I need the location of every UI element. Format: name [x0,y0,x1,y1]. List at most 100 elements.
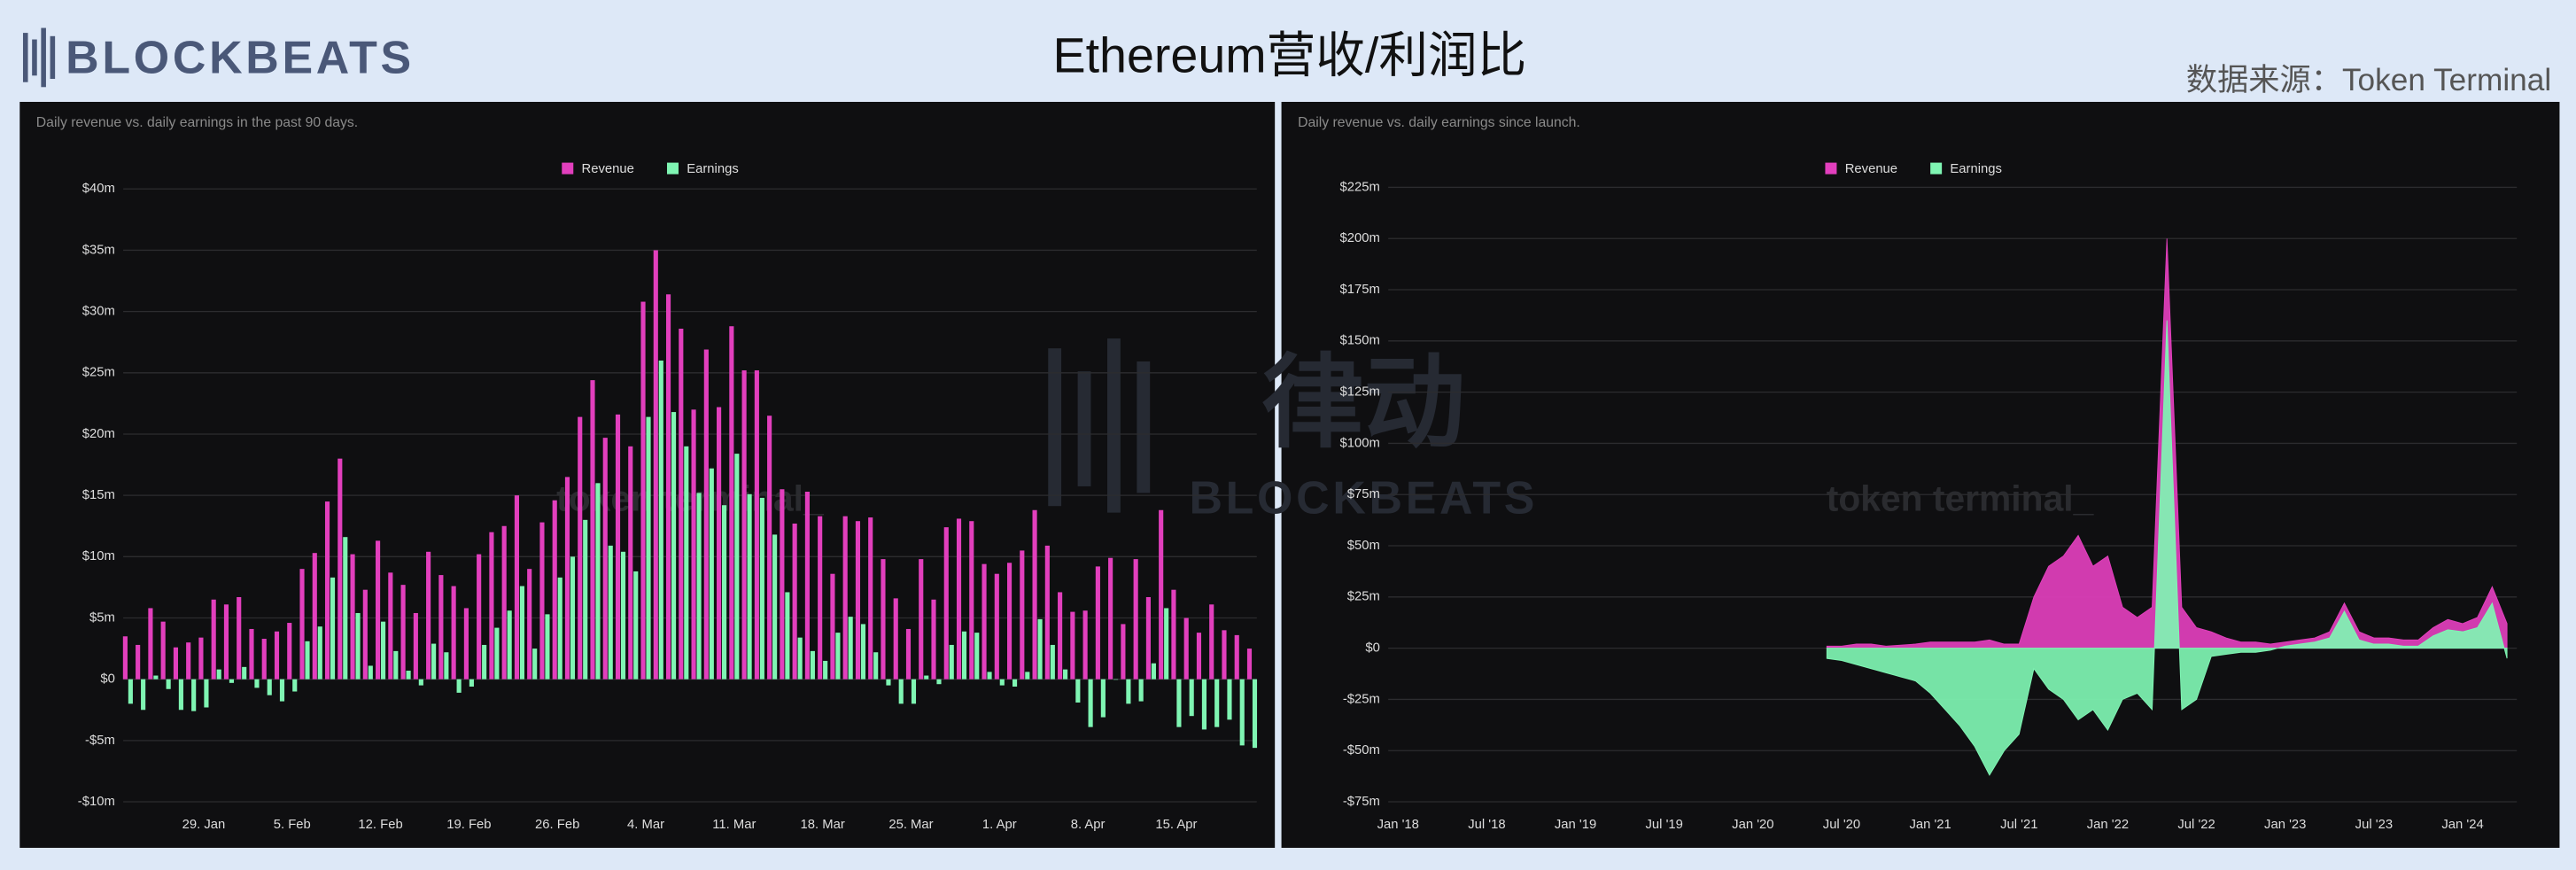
bar [987,672,992,680]
bar [426,551,431,680]
bar [178,679,183,711]
bar [223,604,229,680]
bar [640,301,646,680]
bar [191,679,197,711]
bar [204,679,209,708]
bar [305,641,310,680]
bar [148,608,153,680]
bar [343,537,348,680]
x-tick-label: Jan '18 [1377,818,1419,832]
bar [729,326,734,680]
legend-swatch [562,162,574,175]
bar [368,665,373,680]
bar [166,679,171,689]
bar [633,571,639,680]
bar [501,525,507,680]
bar [961,631,967,680]
bar [982,563,987,680]
x-tick-label: 18. Mar [801,818,845,832]
watermark-icon [1137,361,1151,493]
bar [1171,589,1176,680]
legend-swatch [1930,162,1943,175]
y-tick-label: $200m [1340,231,1380,245]
bar [451,586,456,680]
y-tick-label: -$75m [1343,795,1380,809]
bar [780,489,785,680]
bar [413,612,418,680]
bar [312,553,317,680]
bar [1108,557,1113,680]
bar [747,493,752,680]
legend-swatch [1825,162,1837,175]
chart-subtitle: Daily revenue vs. daily earnings since l… [1298,115,1580,130]
bar [564,477,570,680]
bar [969,521,974,680]
bar [1006,563,1013,680]
x-tick-label: Jul '23 [2355,818,2393,832]
bar [595,483,601,680]
bar [292,679,298,692]
bar [1234,634,1239,680]
y-tick-label: $225m [1340,180,1380,194]
bar [261,639,267,680]
bar [444,652,449,680]
bar [324,501,330,680]
bar [1176,679,1182,727]
bar [229,679,235,683]
bar [456,679,462,693]
bar [249,628,254,680]
bar [1164,608,1169,680]
legend-label: Earnings [1950,162,2002,176]
bar [717,407,722,680]
bar [671,412,677,680]
bar [477,554,482,680]
x-tick-label: 15. Apr [1155,818,1197,832]
bar [679,328,684,680]
bar [469,679,474,687]
bar [552,500,557,680]
bar [919,559,924,680]
bar [608,545,613,680]
bar [1209,604,1214,680]
bar [406,670,411,680]
bar [330,577,336,680]
bar [1133,559,1138,680]
x-tick-label: Jul '22 [2177,818,2215,832]
chart-subtitle: Daily revenue vs. daily earnings in the … [36,115,358,130]
x-tick-label: 4. Mar [627,818,664,832]
bar [1252,679,1258,749]
bar [1095,566,1100,680]
bar [684,446,689,680]
bar [527,569,532,680]
x-tick-label: 29. Jan [182,818,226,832]
bar [532,649,538,680]
x-tick-label: Jan '19 [1555,818,1596,832]
bar [620,551,626,680]
bar [881,559,886,680]
bar [924,675,929,680]
bar [400,585,406,680]
bar [380,621,386,680]
y-tick-label: -$25m [1343,692,1380,706]
bar [254,679,260,688]
bar [418,679,423,686]
bar [1201,679,1207,730]
bar [855,521,861,680]
watermark-en: BLOCKBEATS [1189,472,1538,524]
bar [709,468,714,680]
bar [186,642,191,680]
bar [242,666,247,680]
bar [431,643,437,680]
bar [810,650,815,680]
x-tick-label: Jul '18 [1468,818,1505,832]
bar [646,416,651,680]
x-tick-label: 12. Feb [358,818,402,832]
bar [578,416,583,680]
y-tick-label: $50m [1347,539,1380,553]
x-tick-label: 1. Apr [982,818,1017,832]
y-tick-label: $0 [100,672,115,687]
bar [1239,679,1245,746]
x-tick-label: 19. Feb [446,818,491,832]
bar [393,650,399,680]
